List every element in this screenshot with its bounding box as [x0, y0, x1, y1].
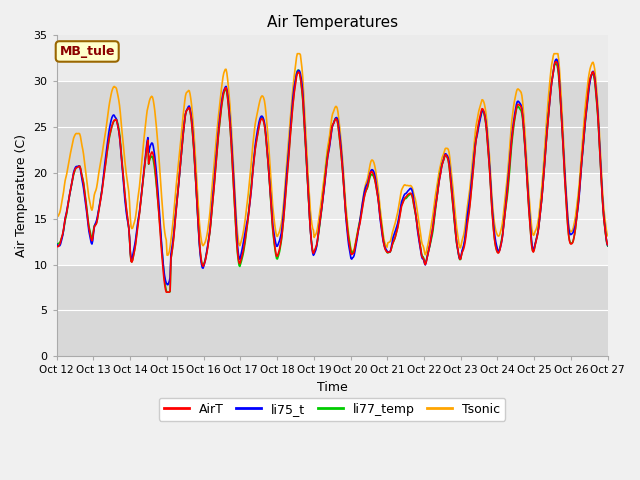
Bar	[57, 264, 608, 356]
AirT	[416, 241, 424, 247]
AirT	[400, 197, 408, 203]
Bar	[57, 36, 608, 81]
Tsonic	[176, 145, 184, 151]
li77_temp	[400, 197, 408, 203]
Bar	[57, 173, 608, 264]
li77_temp	[205, 234, 213, 240]
li75_t	[63, 208, 70, 214]
Title: Air Temperatures: Air Temperatures	[267, 15, 398, 30]
li75_t	[400, 193, 408, 199]
li75_t	[416, 243, 424, 249]
li75_t	[164, 282, 172, 288]
li75_t	[205, 232, 213, 238]
AirT	[604, 242, 612, 248]
li77_temp	[63, 211, 70, 217]
Tsonic	[53, 213, 61, 219]
AirT	[63, 210, 70, 216]
Bar	[57, 81, 608, 173]
Tsonic	[294, 51, 301, 57]
li75_t	[176, 165, 184, 171]
Tsonic	[417, 232, 424, 238]
Line: AirT: AirT	[57, 62, 608, 292]
X-axis label: Time: Time	[317, 381, 348, 394]
Tsonic	[63, 171, 70, 177]
Line: li77_temp: li77_temp	[57, 63, 608, 292]
Line: li75_t: li75_t	[57, 59, 608, 285]
li77_temp	[604, 243, 612, 249]
Y-axis label: Air Temperature (C): Air Temperature (C)	[15, 134, 28, 257]
Tsonic	[604, 233, 612, 239]
li75_t	[53, 241, 61, 247]
Legend: AirT, li75_t, li77_temp, Tsonic: AirT, li75_t, li77_temp, Tsonic	[159, 398, 506, 420]
li77_temp	[120, 174, 127, 180]
Text: MB_tule: MB_tule	[60, 45, 115, 58]
li77_temp	[53, 240, 61, 246]
li77_temp	[552, 60, 559, 66]
li77_temp	[416, 240, 424, 246]
AirT	[552, 59, 560, 65]
AirT	[53, 243, 61, 249]
AirT	[205, 234, 213, 240]
Line: Tsonic: Tsonic	[57, 54, 608, 255]
AirT	[120, 174, 127, 180]
li75_t	[552, 56, 560, 62]
Tsonic	[120, 143, 127, 148]
AirT	[176, 165, 184, 171]
li77_temp	[163, 289, 171, 295]
li75_t	[604, 242, 612, 248]
Tsonic	[164, 252, 172, 258]
AirT	[163, 289, 170, 295]
Tsonic	[401, 182, 408, 188]
li77_temp	[176, 165, 184, 171]
li75_t	[120, 179, 127, 184]
Tsonic	[205, 216, 213, 222]
